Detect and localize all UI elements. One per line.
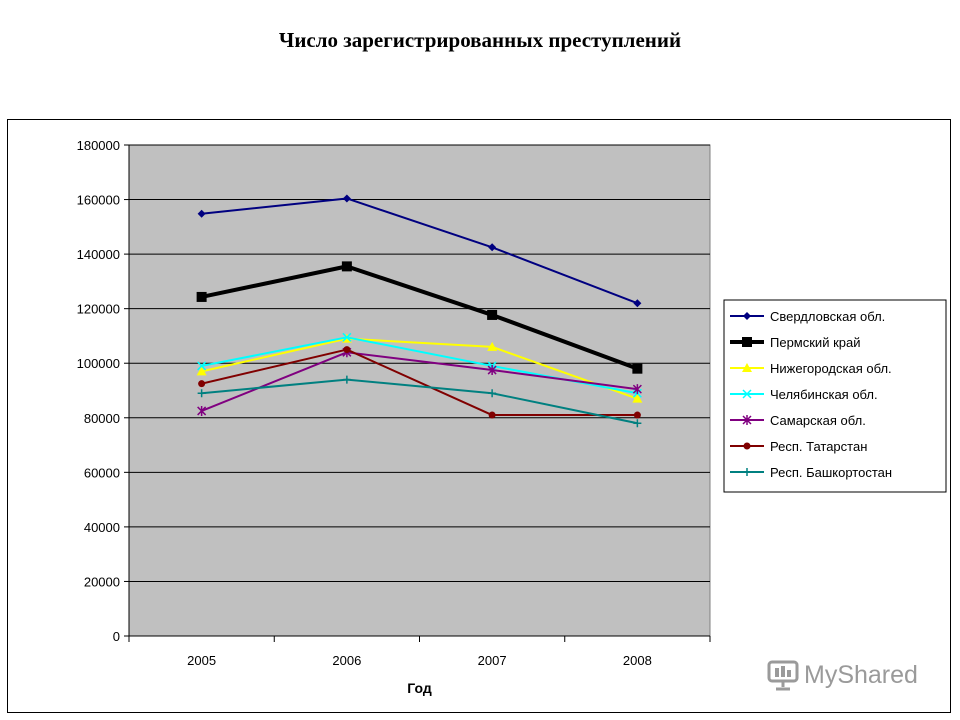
data-point bbox=[342, 332, 352, 342]
legend bbox=[723, 299, 947, 493]
data-point bbox=[196, 291, 207, 302]
data-point bbox=[343, 346, 351, 354]
legend-label: Самарская обл. bbox=[770, 413, 866, 428]
data-point bbox=[197, 405, 207, 416]
data-point bbox=[342, 194, 351, 203]
y-tick-label: 40000 bbox=[84, 520, 120, 535]
line-chart: 0 20000 40000 60000 80000 100000 120000 140000 1… bbox=[77, 138, 947, 696]
legend-label: Свердловская обл. bbox=[770, 309, 885, 324]
series-line bbox=[201, 337, 638, 400]
legend-label: Нижегородская обл. bbox=[770, 361, 892, 376]
watermark: MyShared bbox=[766, 655, 918, 695]
chart-frame: 0 20000 40000 60000 80000 100000 120000 140000 1… bbox=[7, 119, 951, 713]
watermark-text: MyShared bbox=[804, 660, 918, 689]
y-tick-label: 160000 bbox=[77, 193, 120, 208]
data-point bbox=[488, 243, 497, 252]
data-point bbox=[198, 380, 206, 388]
data-point bbox=[197, 209, 206, 218]
data-point bbox=[197, 361, 207, 371]
y-tick-label: 80000 bbox=[84, 411, 120, 426]
y-tick-label: 60000 bbox=[84, 465, 120, 480]
slide-title: Число зарегистрированных преступлений bbox=[278, 28, 682, 52]
x-tick-label: 2007 bbox=[478, 653, 507, 668]
legend-label: Респ. Татарстан bbox=[770, 439, 867, 454]
legend-label: Респ. Башкортостан bbox=[770, 465, 892, 480]
legend-marker bbox=[743, 312, 751, 320]
x-tick-label: 2008 bbox=[623, 653, 652, 668]
legend-marker bbox=[742, 337, 752, 347]
data-point bbox=[632, 393, 643, 403]
data-point bbox=[196, 366, 207, 376]
data-point bbox=[632, 384, 642, 395]
legend-label: Пермский край bbox=[770, 335, 860, 350]
y-tick-label: 180000 bbox=[77, 138, 120, 153]
series-line bbox=[201, 351, 638, 412]
presentation-icon bbox=[767, 660, 799, 691]
data-point bbox=[197, 389, 206, 398]
legend-marker bbox=[743, 468, 751, 476]
x-tick-label: 2005 bbox=[187, 653, 216, 668]
data-point bbox=[341, 261, 352, 272]
legend-marker bbox=[743, 442, 751, 450]
data-point bbox=[633, 411, 641, 419]
legend-marker bbox=[742, 389, 752, 399]
x-axis-label: Год bbox=[407, 680, 432, 696]
y-tick-label: 20000 bbox=[84, 574, 120, 589]
data-point bbox=[633, 299, 642, 308]
data-point bbox=[487, 365, 497, 376]
y-tick-label: 120000 bbox=[77, 302, 120, 317]
series-line bbox=[201, 348, 638, 417]
y-tick-label: 100000 bbox=[77, 356, 120, 371]
x-tick-label: 2006 bbox=[332, 653, 361, 668]
legend-label: Челябинская обл. bbox=[770, 387, 878, 402]
data-point bbox=[488, 389, 497, 398]
data-point bbox=[633, 419, 642, 428]
series-line bbox=[201, 264, 639, 371]
legend-marker bbox=[742, 363, 752, 372]
y-tick-label: 0 bbox=[113, 629, 120, 644]
data-point bbox=[488, 411, 496, 419]
series-line bbox=[201, 197, 638, 305]
legend-marker bbox=[742, 415, 752, 425]
data-point bbox=[632, 363, 643, 374]
data-point bbox=[342, 375, 351, 384]
data-point bbox=[487, 309, 498, 320]
data-point bbox=[487, 341, 498, 351]
series-line bbox=[201, 378, 638, 425]
y-tick-label: 140000 bbox=[77, 247, 120, 262]
